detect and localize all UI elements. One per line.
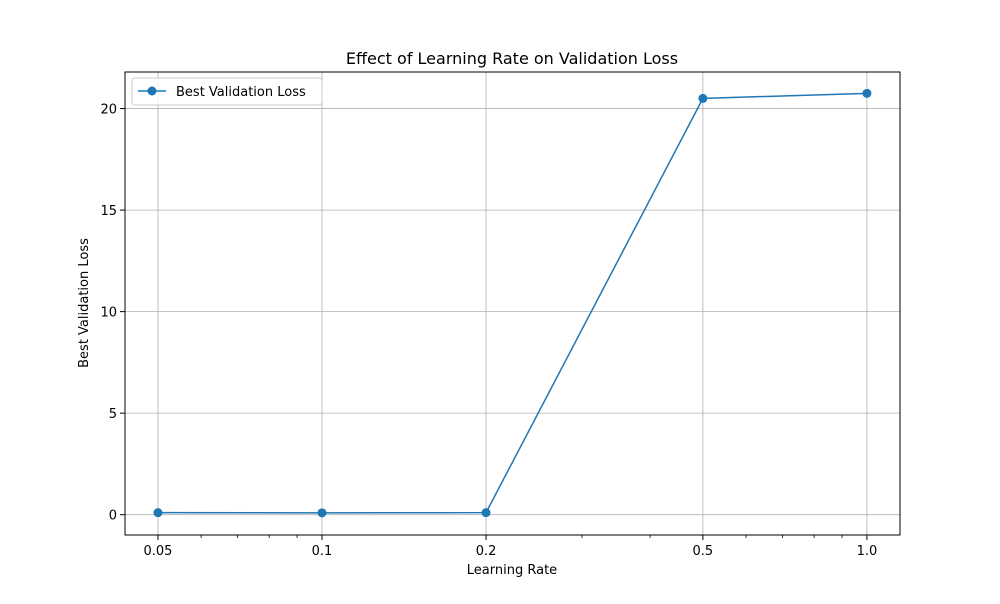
data-point-marker <box>862 88 872 98</box>
grid-lines <box>125 72 900 535</box>
x-tick-label: 0.05 <box>143 544 172 559</box>
legend-box <box>131 77 323 106</box>
legend: Best Validation Loss <box>131 77 323 106</box>
legend-marker-swatch <box>147 86 157 96</box>
data-point-marker <box>153 508 163 518</box>
y-tick-label: 10 <box>100 306 117 321</box>
y-tick-label: 15 <box>100 204 117 219</box>
data-point-marker <box>481 508 491 518</box>
chart-title: Effect of Learning Rate on Validation Lo… <box>346 49 678 68</box>
plot-area-frame <box>124 71 901 536</box>
legend-label: Best Validation Loss <box>176 85 306 100</box>
series-layer <box>153 88 872 518</box>
x-tick-label: 1.0 <box>857 544 878 559</box>
x-axis-ticks: 0.05 0.1 0.2 0.5 1.0 <box>143 535 877 559</box>
x-axis-label: Learning Rate <box>467 563 557 578</box>
y-tick-label: 5 <box>109 407 117 422</box>
series-line <box>157 92 867 514</box>
x-tick-label: 0.5 <box>693 544 714 559</box>
x-tick-label: 0.1 <box>312 544 333 559</box>
data-point-marker <box>317 508 327 518</box>
y-tick-label: 0 <box>109 509 117 524</box>
y-tick-label: 20 <box>100 103 117 118</box>
data-point-marker <box>698 93 708 103</box>
x-tick-label: 0.2 <box>476 544 497 559</box>
y-axis-ticks: 0 5 10 15 20 <box>100 103 125 524</box>
y-axis-label: Best Validation Loss <box>77 238 92 368</box>
